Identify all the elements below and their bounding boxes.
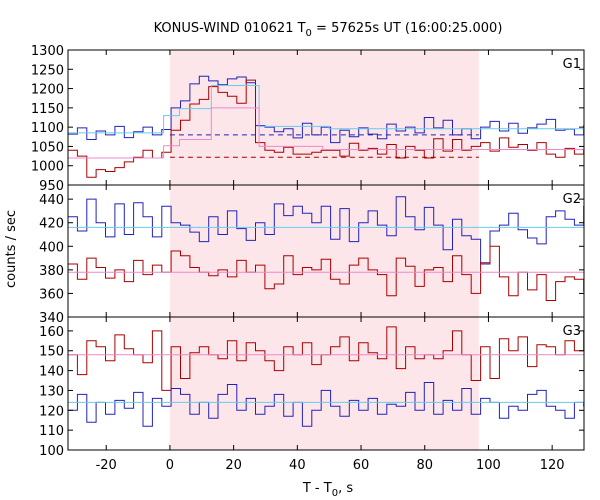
series-blue-step xyxy=(68,196,584,265)
panel-label: G3 xyxy=(563,324,581,339)
y-tick-label: 1100 xyxy=(31,121,64,136)
y-tick-label: 150 xyxy=(39,345,64,360)
series-red-step xyxy=(68,79,584,178)
y-tick-label: 130 xyxy=(39,384,64,399)
panel-label: G2 xyxy=(563,192,581,207)
panel-label: G1 xyxy=(563,57,581,72)
y-tick-label: 340 xyxy=(39,311,64,326)
y-tick-label: 140 xyxy=(39,365,64,380)
series-blue-step xyxy=(68,75,584,144)
panel-g3: 100 110 120 130 140 150 160 -20 0 20 40 60 80 100 120 G… xyxy=(39,316,585,473)
panel-plot-area xyxy=(68,326,584,427)
x-axis-label-subscript: 0 xyxy=(332,488,338,499)
y-tick-label: 380 xyxy=(39,264,64,279)
y-tick-label: 1050 xyxy=(31,140,64,155)
panel-plot-area xyxy=(68,196,584,301)
x-tick-label: 120 xyxy=(540,458,565,473)
x-tick-label: 60 xyxy=(353,458,370,473)
y-tick-label: 950 xyxy=(39,179,64,194)
x-tick-label: 0 xyxy=(166,458,174,473)
series-blue_model-polyline xyxy=(68,85,584,134)
x-tick-label: 80 xyxy=(416,458,433,473)
y-tick-label: 1300 xyxy=(31,44,64,59)
y-tick-label: 1250 xyxy=(31,63,64,78)
series-red-step xyxy=(68,326,584,391)
y-tick-label: 110 xyxy=(39,424,64,439)
x-tick-label: 40 xyxy=(289,458,306,473)
panel-g2: 340 360 380 400 420 440 G2 xyxy=(39,184,585,326)
y-tick-label: 160 xyxy=(39,325,64,340)
panel-frame xyxy=(67,316,585,451)
chart-title-rest: = 57625s UT (16:00:25.000) xyxy=(312,21,502,36)
y-tick-label: 1000 xyxy=(31,160,64,175)
y-tick-label: 420 xyxy=(39,217,64,232)
y-tick-label: 100 xyxy=(39,444,64,459)
y-tick-label: 1150 xyxy=(31,102,64,117)
x-tick-label: 100 xyxy=(476,458,501,473)
x-tick-label: 20 xyxy=(225,458,242,473)
chart-title: KONUS-WIND 010621 T0 = 57625s UT (16:00:… xyxy=(154,21,503,39)
series-blue-step xyxy=(68,382,584,427)
y-tick-label: 400 xyxy=(39,240,64,255)
y-tick-label: 1200 xyxy=(31,83,64,98)
x-axis-label: T - T0, s xyxy=(302,481,353,499)
chart-title-main: KONUS-WIND 010621 T xyxy=(154,21,306,36)
series-red_model-polyline xyxy=(68,107,584,159)
shaded-interval xyxy=(169,317,479,450)
y-tick-label: 120 xyxy=(39,404,64,419)
shaded-interval xyxy=(169,185,479,317)
panels-group: 9501000105011001150120012501300G13403603… xyxy=(31,44,585,473)
panel-g1: 950 1000 1050 1100 1150 1200 1250 1300 G1 xyxy=(31,44,585,194)
y-axis-label: counts / sec xyxy=(4,210,19,288)
panel-plot-area xyxy=(68,75,584,178)
y-tick-label: 360 xyxy=(39,287,64,302)
x-tick-label: -20 xyxy=(96,458,117,473)
chart-title-subscript: 0 xyxy=(306,28,312,39)
y-tick-label: 440 xyxy=(39,193,64,208)
x-axis-label-main: T - T xyxy=(302,481,332,496)
x-axis-label-rest: , s xyxy=(338,481,353,496)
